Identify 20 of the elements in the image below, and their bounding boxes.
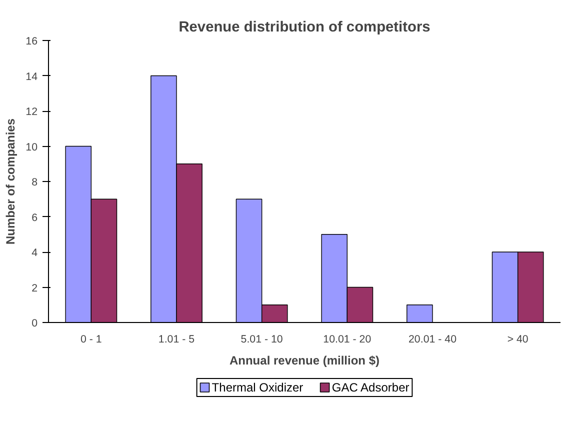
- y-tick-label: 12: [26, 106, 38, 118]
- x-axis-title: Annual revenue (million $): [229, 354, 380, 368]
- y-tick-label: 2: [32, 282, 38, 294]
- x-tick-label: 10.01 - 20: [323, 334, 372, 346]
- y-tick-label: 8: [32, 176, 38, 188]
- y-axis-title: Number of companies: [4, 118, 18, 245]
- y-tick-label: 14: [26, 70, 38, 83]
- y-tick-label: 0: [32, 318, 38, 330]
- chart-title: Revenue distribution of competitors: [178, 20, 430, 36]
- legend-label: GAC Adsorber: [332, 380, 410, 394]
- x-tick-label: 0 - 1: [80, 334, 102, 346]
- y-tick-label: 4: [32, 247, 38, 259]
- x-tick-label: 5.01 - 10: [240, 334, 283, 346]
- y-tick-label: 10: [26, 141, 38, 154]
- x-tick-label: 20.01 - 40: [408, 334, 457, 346]
- x-tick-label: 1.01 - 5: [158, 334, 195, 346]
- x-tick-label: > 40: [507, 334, 528, 346]
- y-tick-label: 16: [26, 36, 38, 48]
- legend-label: Thermal Oxidizer: [212, 380, 304, 394]
- y-tick-label: 6: [32, 212, 38, 224]
